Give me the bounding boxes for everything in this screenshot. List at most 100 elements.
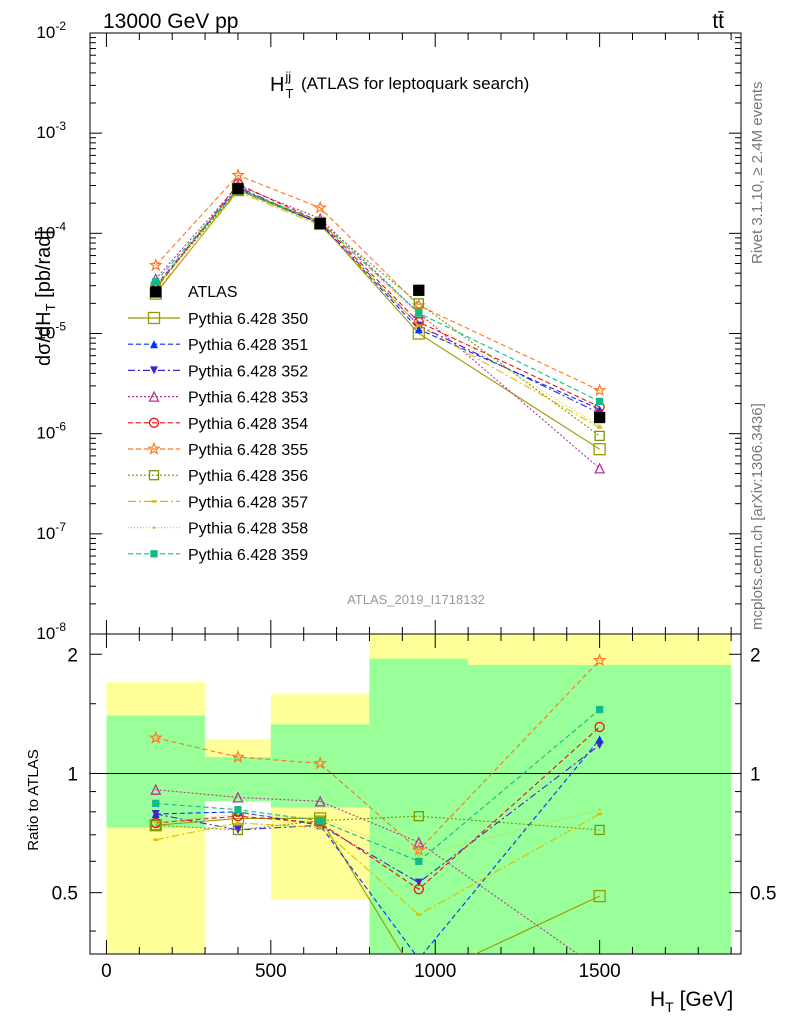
ratio-data-point [232, 791, 244, 803]
ratio-data-point [315, 815, 326, 826]
band-green-3 [369, 658, 469, 954]
main-series-line [155, 174, 600, 391]
ratio-ytick-label: 1 [67, 764, 78, 785]
ylabel-main: dσ/dHT [pb/rad] [33, 230, 58, 366]
legend-label: Pythia 6.428 354 [188, 416, 308, 433]
legend-marker [147, 441, 161, 455]
legend-marker [148, 417, 160, 428]
ratio-data-point [598, 808, 601, 812]
svg-text:HTjj: HTjj [270, 69, 293, 101]
data-point-atlas [232, 182, 244, 195]
main-ytick-label: 10-8 [36, 620, 66, 643]
ratio-ytick-label: 0.5 [750, 884, 776, 905]
data-point-atlas [413, 284, 425, 296]
ratio-bands [90, 634, 741, 954]
main-ytick-label: 10-3 [36, 119, 66, 142]
analysis-id: ATLAS_2019_I1718132 [347, 592, 485, 607]
legend-label: Pythia 6.428 358 [188, 521, 308, 538]
ratio-data-point [597, 812, 603, 816]
ratio-data-point [151, 809, 160, 818]
ratio-data-point [414, 878, 423, 887]
main-ytick-label: 10-6 [36, 420, 66, 443]
ratio-ytick-label: 1 [750, 764, 761, 785]
main-data-point [231, 168, 245, 182]
main-data-point [598, 424, 601, 428]
ratio-data-point [593, 889, 606, 903]
legend-label: Pythia 6.428 357 [188, 494, 308, 511]
ratio-data-point [413, 811, 424, 822]
ratio-ytick-label: 2 [67, 645, 78, 666]
ratio-data-point [150, 783, 162, 795]
side-label-bottom: mcplots.cern.ch [arXiv:1306.3436] [749, 403, 766, 630]
legend-label: Pythia 6.428 351 [188, 337, 308, 354]
ratio-series-line [155, 660, 601, 851]
ratio-data-point [152, 799, 160, 808]
xtick-label: 1500 [578, 961, 620, 982]
legend-label: Pythia 6.428 353 [188, 390, 308, 407]
ratio-data-point [316, 817, 324, 825]
ratio-data-point [415, 857, 423, 865]
main-series-line [155, 187, 600, 427]
ratio-data-point [232, 824, 244, 836]
main-data-point [313, 200, 328, 214]
ratio-data-point [594, 824, 605, 836]
chart-title: HTjj (ATLAS for leptoquark search) [270, 69, 529, 101]
main-data-point [592, 383, 607, 397]
energy-label: 13000 GeV pp [103, 10, 238, 33]
ratio-data-point [413, 836, 425, 848]
ratio-data-point [317, 826, 323, 829]
series-group [148, 168, 607, 857]
ratio-data-point [413, 884, 424, 895]
ratio-data-point [235, 821, 241, 825]
legend-marker [150, 340, 158, 349]
legend-label: Pythia 6.428 352 [188, 363, 308, 380]
svg-text:HT [GeV]: HT [GeV] [650, 988, 733, 1015]
main-data-point [597, 426, 603, 429]
main-panel-frame [89, 32, 742, 635]
main-data-point [595, 397, 604, 406]
ratio-data-point [595, 740, 604, 749]
ratio-data-point [231, 749, 245, 763]
main-data-point [594, 462, 606, 474]
process-label: tt̄ [712, 10, 724, 33]
main-data-point [152, 277, 160, 286]
ratio-data-point [154, 821, 158, 825]
ylabel-ratio: Ratio to ATLAS [25, 749, 42, 850]
ratio-data-point [148, 730, 163, 744]
main-data-point [593, 443, 606, 456]
xtick-label: 0 [101, 961, 112, 982]
legend: Pythia 6.428 350 Pythia 6.428 351 Pythia 6… [128, 284, 308, 564]
band-green-1 [205, 757, 271, 802]
legend-marker [152, 526, 156, 529]
data-point-atlas [314, 217, 326, 230]
ratio-data-point [314, 795, 326, 807]
legend-marker [151, 500, 157, 503]
ratio-data-point [417, 854, 421, 858]
svg-text:(ATLAS for leptoquark search): (ATLAS for leptoquark search) [301, 74, 529, 93]
ratio-data-point [233, 825, 242, 834]
band-green-0 [106, 715, 206, 828]
legend-marker [147, 311, 161, 325]
main-data-point [416, 324, 422, 327]
xtick-label: 500 [255, 961, 287, 982]
xlabel: HT [GeV] [650, 988, 733, 1015]
side-label-top: Rivet 3.1.10, ≥ 2.4M events [749, 82, 766, 265]
svg-text:dσ/dHT [pb/rad]: dσ/dHT [pb/rad] [33, 230, 58, 366]
ratio-data-point [595, 705, 604, 714]
axes-ticks: 10-810-710-610-510-410-310-20.5 0.51 12 20 5… [36, 19, 776, 982]
main-data-point [413, 298, 424, 309]
ratio-ytick-label: 2 [750, 645, 761, 666]
main-data-point [594, 430, 605, 442]
ratio-ytick-label: 0.5 [52, 884, 78, 905]
ratio-series-line [155, 789, 579, 954]
main-series-line [155, 191, 600, 429]
legend-marker [150, 366, 158, 375]
ratio-series-line [155, 738, 601, 954]
legend-marker [150, 550, 158, 558]
data-point-atlas [593, 411, 606, 424]
ratio-panel-frame [89, 633, 742, 955]
main-data-point [148, 258, 163, 272]
legend-label: Pythia 6.428 355 [188, 442, 308, 459]
xtick-label: 1000 [414, 961, 456, 982]
